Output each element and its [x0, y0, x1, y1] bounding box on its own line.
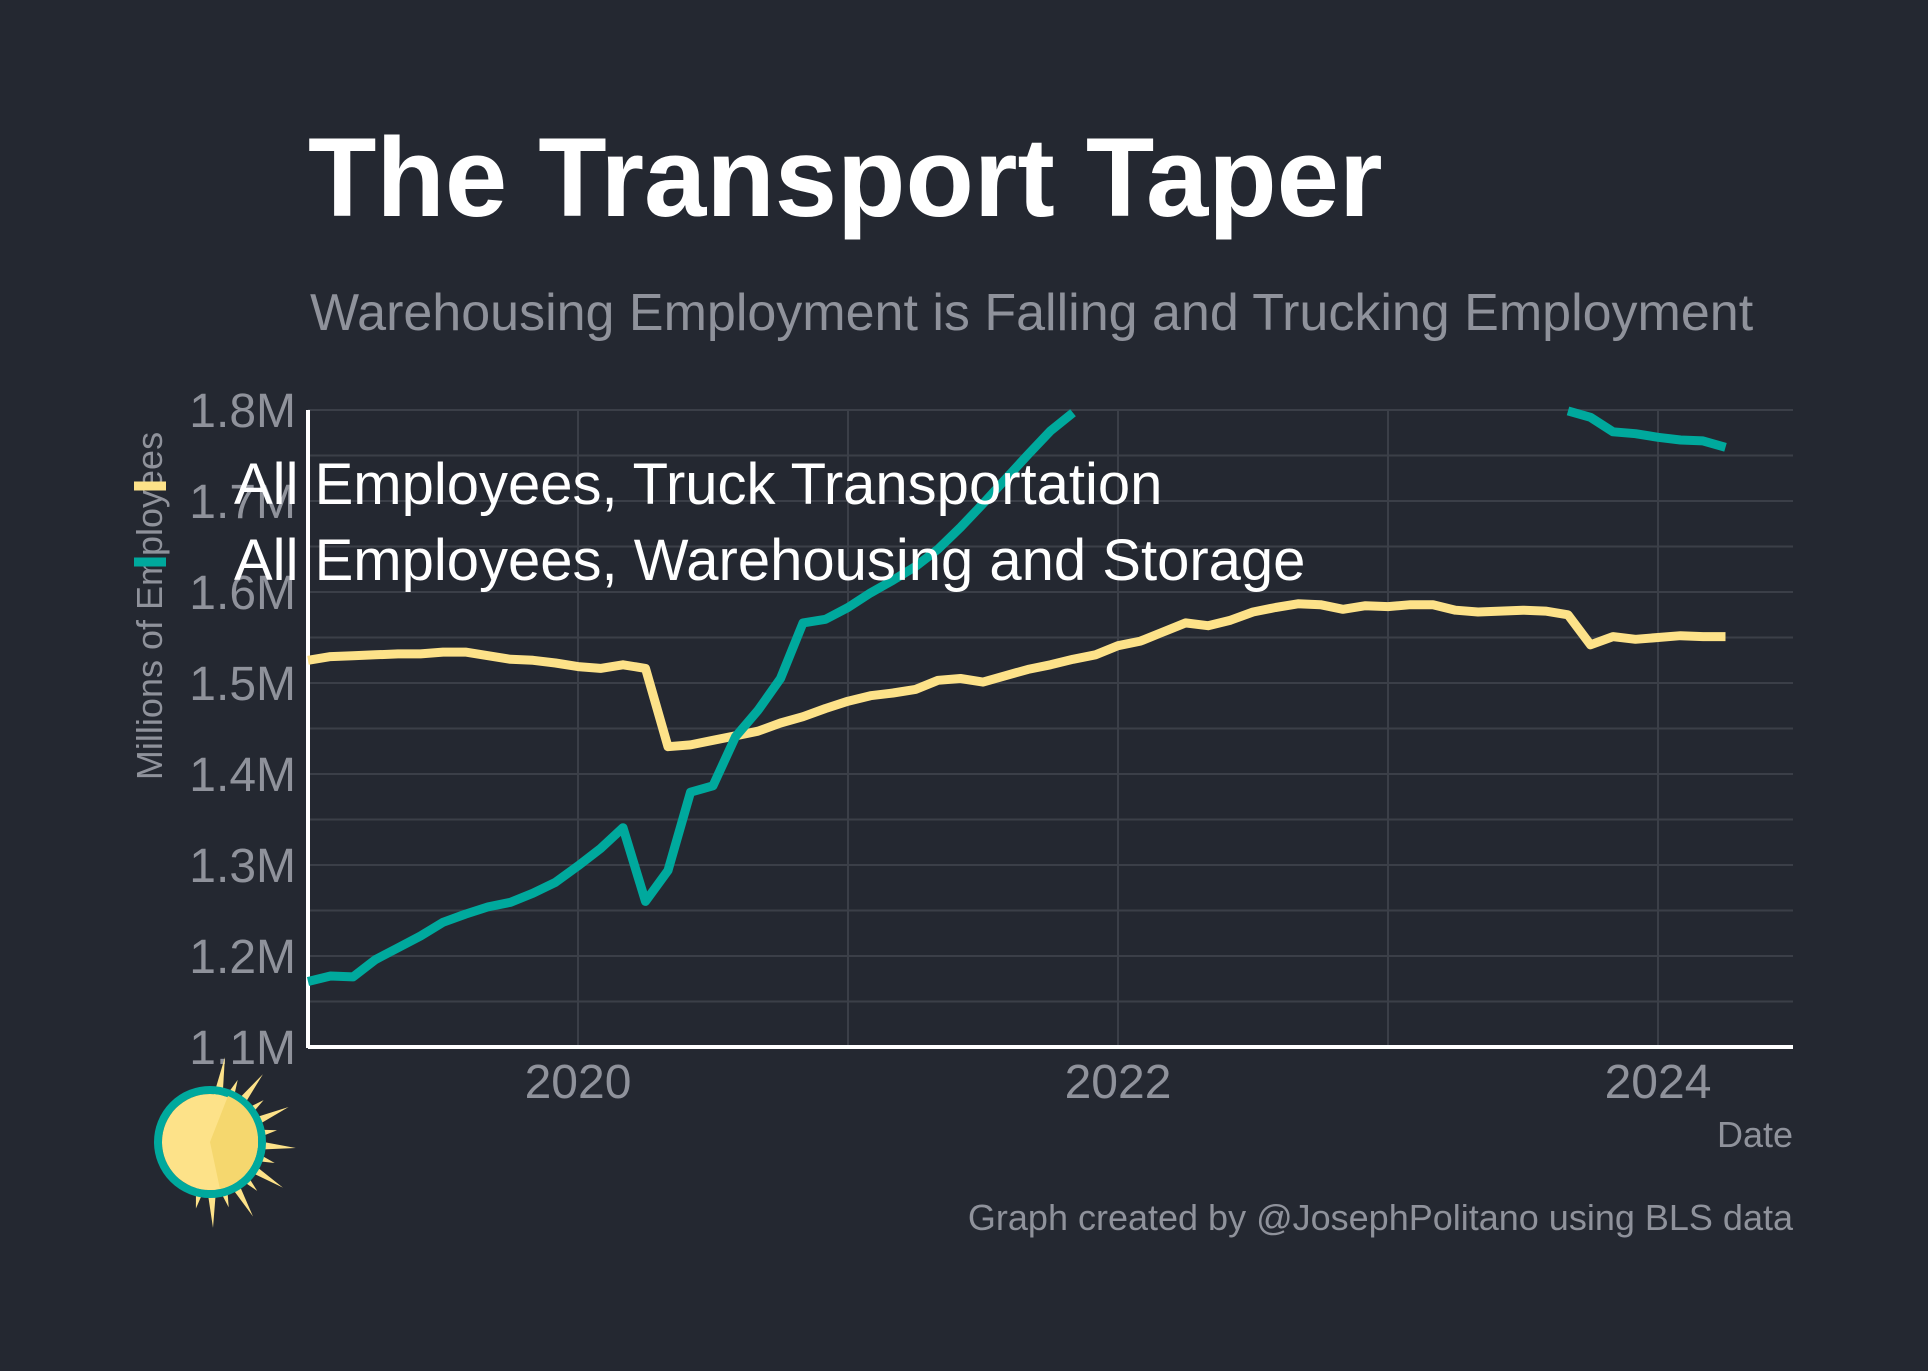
x-tick-label: 2020	[525, 1056, 632, 1109]
y-tick-label: 1.2M	[189, 931, 296, 984]
grid	[307, 409, 1793, 1048]
x-tick-label: 2022	[1065, 1056, 1172, 1109]
x-axis-ticks: 2020 2022 2024	[525, 1056, 1712, 1109]
y-tick-label: 1.3M	[189, 840, 296, 893]
series-line-2	[1566, 406, 1727, 452]
x-tick-label: 2024	[1605, 1056, 1712, 1109]
legend-label: All Employees, Warehousing and Storage	[234, 528, 1305, 593]
sun-logo-icon	[154, 1057, 296, 1228]
series-line-2	[306, 409, 1076, 986]
axes	[306, 410, 1793, 1049]
y-axis-ticks: 1.1M 1.2M 1.3M 1.4M 1.5M 1.6M 1.7M 1.8M	[189, 385, 296, 1075]
y-tick-label: 1.5M	[189, 658, 296, 711]
chart-caption: Graph created by @JosephPolitano using B…	[968, 1197, 1794, 1238]
y-tick-label: 1.7M	[189, 476, 296, 529]
chart-subtitle: Warehousing Employment is Falling and Tr…	[310, 284, 1754, 342]
y-tick-label: 1.8M	[189, 385, 296, 438]
series-line-1	[307, 599, 1726, 752]
x-axis-title: Date	[1717, 1114, 1793, 1155]
chart-title: The Transport Taper	[308, 115, 1383, 240]
y-tick-label: 1.6M	[189, 567, 296, 620]
legend: All Employees, Truck Transportation All E…	[134, 452, 1305, 593]
y-tick-label: 1.4M	[189, 749, 296, 802]
y-tick-label: 1.1M	[189, 1022, 296, 1075]
legend-label: All Employees, Truck Transportation	[234, 452, 1162, 517]
series-lines	[306, 406, 1727, 986]
